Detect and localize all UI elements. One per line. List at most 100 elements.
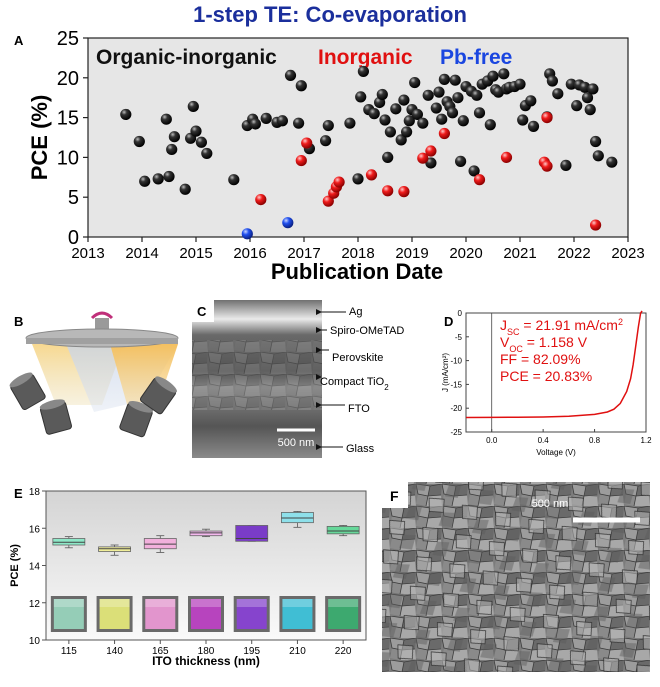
device-photo	[50, 596, 87, 632]
legend-entry: Inorganic	[318, 46, 413, 69]
data-point	[571, 100, 583, 112]
box	[235, 525, 269, 542]
data-point	[160, 113, 172, 125]
data-point	[355, 91, 367, 103]
data-point	[322, 195, 334, 207]
data-point	[398, 186, 410, 198]
photo-color	[328, 599, 359, 629]
data-point	[301, 137, 313, 149]
sem-texture	[382, 482, 650, 672]
data-point	[320, 135, 332, 147]
data-point	[446, 107, 459, 119]
data-point	[133, 135, 145, 148]
y-axis-label: J (mA/cm²)	[441, 353, 450, 392]
data-point	[498, 68, 510, 80]
data-point	[384, 126, 396, 138]
data-point	[606, 156, 618, 168]
data-point	[422, 89, 434, 101]
data-point	[584, 104, 596, 116]
arrowhead-icon	[316, 327, 322, 333]
data-point	[228, 174, 240, 186]
data-point	[500, 151, 513, 163]
jv-parameter: VOC = 1.158 V	[500, 334, 588, 354]
subscript: SC	[507, 327, 520, 337]
data-point	[592, 150, 604, 162]
photo-glare	[191, 599, 221, 607]
x-tick-label: 140	[106, 646, 123, 657]
y-tick-label: 5	[68, 187, 79, 209]
jv-parameter: JSC = 21.91 mA/cm2	[500, 317, 623, 337]
data-point	[565, 78, 577, 90]
data-point	[471, 89, 483, 101]
legend-entry: Organic-inorganic	[96, 46, 277, 69]
x-axis-label: Voltage (V)	[536, 448, 576, 457]
y-axis-label: PCE (%)	[27, 95, 52, 181]
photo-glare	[328, 599, 359, 607]
data-point	[425, 157, 437, 169]
data-point	[409, 76, 421, 89]
panel-label-b: B	[14, 314, 23, 329]
device-photo	[279, 596, 316, 632]
x-tick-label: 180	[198, 646, 215, 657]
device-photo	[142, 596, 179, 632]
panel-c-sem-cross-section: C 500 nm Ag Spiro-OMeTAD Perovskite Compact T…	[192, 300, 404, 458]
figure-title: 1-step TE: Co-evaporation	[193, 2, 467, 27]
y-tick-label: -20	[450, 404, 462, 413]
y-tick-label: -25	[450, 428, 462, 437]
crucible-mouth	[9, 372, 33, 388]
superscript: 2	[618, 317, 623, 327]
panel-a-scatter-chart: A 0 5 10 15 20 25 2013 2014 2015 2016 2017 2018 2019 2…	[14, 28, 645, 284]
data-point	[365, 169, 378, 181]
data-point	[390, 103, 402, 115]
data-point	[276, 115, 288, 127]
panel-e-box-plot: E 10 12 14 16 18 PCE (%) ITO thickness (nm) 115 1…	[9, 486, 367, 668]
data-point	[241, 228, 253, 240]
y-tick-label: 18	[29, 487, 41, 498]
data-point	[163, 170, 175, 183]
data-point	[379, 114, 391, 126]
x-axis-label: ITO thickness (nm)	[152, 654, 260, 668]
data-point	[120, 108, 132, 121]
device-photo	[188, 596, 224, 632]
layer-label: Spiro-OMeTAD	[330, 325, 404, 337]
crucible-source	[119, 401, 154, 438]
data-point	[190, 125, 202, 137]
data-point	[382, 151, 394, 163]
data-point	[527, 120, 540, 132]
data-point	[541, 160, 553, 172]
data-point	[452, 92, 464, 104]
photo-color	[282, 599, 313, 629]
parameter-value: = 21.91 mA/cm	[520, 317, 618, 333]
data-point	[295, 154, 307, 167]
y-tick-label: 16	[29, 524, 41, 535]
arrowhead-icon	[316, 374, 322, 380]
y-tick-label: 0	[68, 227, 79, 249]
panel-label-a: A	[14, 33, 24, 48]
photo-glare	[53, 599, 84, 607]
parameter-value: = 1.158 V	[523, 334, 588, 350]
data-point	[357, 65, 369, 78]
data-point	[398, 94, 410, 106]
panel-label-bg	[192, 300, 214, 322]
data-point	[333, 176, 345, 188]
data-point	[403, 115, 415, 127]
sem-texture	[192, 340, 322, 410]
x-tick-label: 2015	[179, 245, 212, 262]
x-tick-label: 115	[61, 646, 77, 657]
data-point	[284, 69, 297, 82]
arrowhead-icon	[316, 309, 322, 315]
x-tick-label: 2018	[341, 245, 374, 262]
jv-curve	[465, 310, 643, 419]
data-point	[552, 88, 564, 100]
data-point	[546, 75, 559, 87]
data-point	[438, 127, 450, 140]
x-axis-label: Publication Date	[271, 259, 443, 284]
crucible-source	[139, 376, 177, 415]
x-tick-label: 0.8	[589, 436, 601, 445]
x-tick-label: 2022	[557, 245, 590, 262]
y-tick-label: 20	[57, 68, 79, 90]
data-point	[581, 92, 594, 104]
y-tick-label: 14	[29, 562, 41, 573]
x-tick-label: 2019	[395, 245, 428, 262]
